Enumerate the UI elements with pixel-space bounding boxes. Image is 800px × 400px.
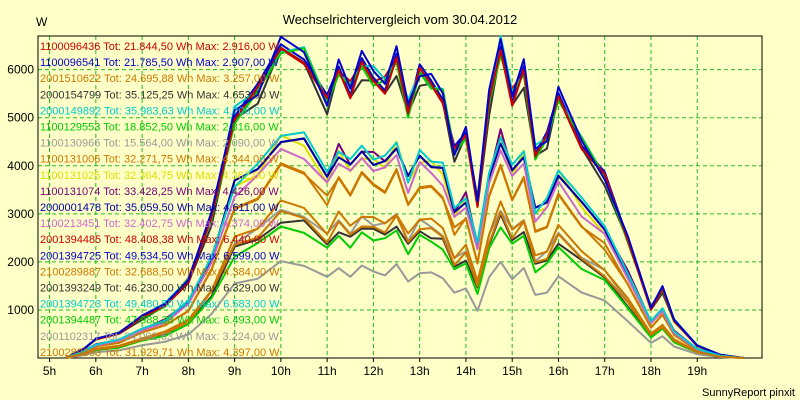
legend-item: 1100096436 Tot: 21.844,50 Wh Max: 2.916,… bbox=[40, 41, 279, 53]
legend-item: 1100131006 Tot: 32.271,75 Wh Max: 4.344,… bbox=[40, 154, 279, 166]
series-line bbox=[65, 46, 744, 359]
x-tick-label: 12h bbox=[363, 364, 383, 378]
series-line bbox=[65, 213, 744, 359]
credit-label: SunnyReport pinxit bbox=[702, 387, 795, 399]
y-tick-label: 6000 bbox=[7, 63, 34, 77]
legend-item: 2001393249 Tot: 46.230,00 Wh Max: 6.329,… bbox=[40, 283, 280, 295]
series-line bbox=[65, 210, 744, 359]
legend-item: 2100289887 Tot: 32.688,50 Wh Max: 4.384,… bbox=[40, 266, 280, 278]
legend-item: 2001394487 Tot: 47.988,38 Wh Max: 6.493,… bbox=[40, 315, 280, 327]
legend-item: 2000001478 Tot: 35.059,50 Wh Max: 4.611,… bbox=[40, 202, 279, 214]
x-tick-label: 13h bbox=[410, 364, 430, 378]
y-tick-label: 5000 bbox=[7, 111, 34, 125]
y-tick-label: 3000 bbox=[7, 207, 34, 221]
x-tick-label: 9h bbox=[228, 364, 241, 378]
y-tick-label: 2000 bbox=[7, 255, 34, 269]
legend-item: 1100130966 Tot: 15.564,00 Wh Max: 2.090,… bbox=[40, 138, 279, 150]
legend-item: 1100096541 Tot: 21.785,50 Wh Max: 2.907,… bbox=[40, 57, 279, 69]
x-tick-label: 17h bbox=[595, 364, 615, 378]
x-tick-label: 15h bbox=[502, 364, 522, 378]
legend-item: 2001394725 Tot: 49.534,50 Wh Max: 6.599,… bbox=[40, 250, 280, 262]
x-tick-label: 11h bbox=[318, 364, 337, 378]
x-tick-label: 7h bbox=[135, 364, 148, 378]
chart-title: Wechselrichtervergleich vom 30.04.2012 bbox=[283, 12, 518, 27]
x-tick-label: 8h bbox=[182, 364, 195, 378]
legend-item: 2000154799 Tot: 35.125,25 Wh Max: 4.653,… bbox=[40, 89, 280, 101]
legend-item: 1100129553 Tot: 18.852,50 Wh Max: 2.816,… bbox=[40, 122, 279, 134]
plot-frame bbox=[37, 35, 763, 359]
x-tick-label: 19h bbox=[687, 364, 707, 378]
legend-item: 1100131074 Tot: 33.428,25 Wh Max: 4.426,… bbox=[40, 186, 279, 198]
series-line bbox=[65, 147, 744, 359]
series-line bbox=[65, 163, 744, 359]
x-tick-label: 14h bbox=[456, 364, 476, 378]
x-tick-label: 6h bbox=[89, 364, 102, 378]
series-line bbox=[65, 35, 744, 359]
legend: 1100096436 Tot: 21.844,50 Wh Max: 2.916,… bbox=[40, 41, 280, 359]
y-tick-label: 1000 bbox=[7, 303, 34, 317]
legend-item: 2001102317 Tot: 24.092,63 Wh Max: 3.224,… bbox=[40, 331, 279, 343]
series-line bbox=[65, 260, 744, 359]
legend-item: 1100213451 Tot: 32.402,75 Wh Max: 4.374,… bbox=[40, 218, 279, 230]
x-tick-label: 5h bbox=[43, 364, 56, 378]
x-tick-label: 16h bbox=[548, 364, 568, 378]
series-line bbox=[65, 137, 744, 359]
legend-item: 2001394485 Tot: 48.408,38 Wh Max: 6.440,… bbox=[40, 234, 280, 246]
x-tick-label: 10h bbox=[271, 364, 291, 378]
y-tick-label: 4000 bbox=[7, 159, 34, 173]
x-tick-label: 18h bbox=[641, 364, 661, 378]
legend-item: 2001394723 Tot: 49.480,50 Wh Max: 6.583,… bbox=[40, 299, 280, 311]
axis-layer: 1000 2000 3000 4000 5000 6000 5h 6h 7h 8h 9h 10h 11h… bbox=[7, 35, 763, 378]
series-layer bbox=[65, 35, 744, 359]
series-line bbox=[65, 131, 744, 359]
series-line bbox=[65, 225, 744, 359]
legend-item: 1100131025 Tot: 32.364,75 Wh Max: 4.362,… bbox=[40, 170, 279, 182]
legend-item: 2100289893 Tot: 31.929,71 Wh Max: 4.397,… bbox=[40, 347, 280, 359]
legend-item: 2000149892 Tot: 35.983,63 Wh Max: 4.706,… bbox=[40, 105, 280, 117]
legend-item: 2001510622 Tot: 24.695,88 Wh Max: 3.257,… bbox=[40, 73, 280, 85]
y-axis-unit-label: W bbox=[36, 15, 48, 29]
